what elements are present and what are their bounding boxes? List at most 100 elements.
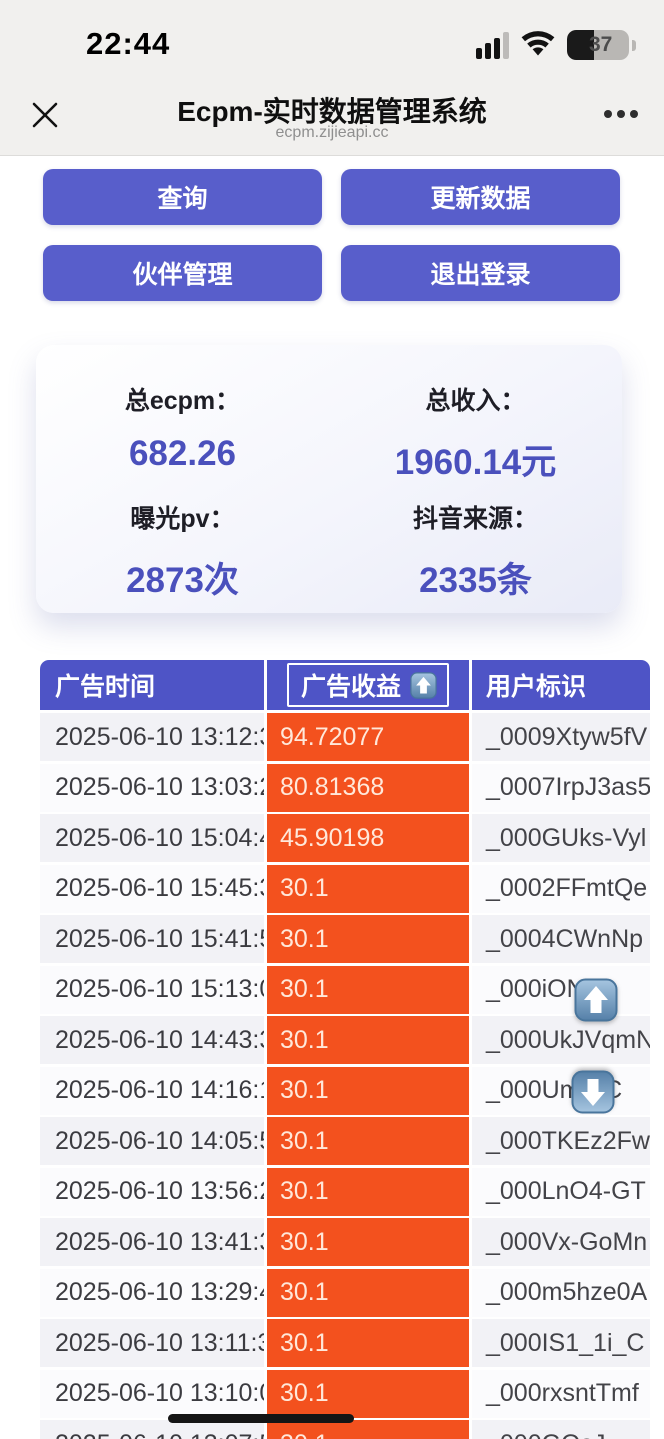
- table-row: 2025-06-10 13:10:03 30.1 _000rxsntTmf: [40, 1369, 650, 1418]
- column-header-ad-revenue: 广告收益: [267, 660, 469, 710]
- user-id-cell: _000UkJVqmN: [472, 1016, 650, 1064]
- ad-revenue-cell: 30.1: [267, 965, 469, 1014]
- stat-value: 2873次: [126, 561, 239, 600]
- ad-time-cell: 2025-06-10 13:41:35: [40, 1218, 264, 1266]
- stats-card: 总ecpm： 682.26 总收入： 1960.14元 曝光pv： 2873次 …: [36, 345, 622, 613]
- page-title: Ecpm-实时数据管理系统: [177, 96, 487, 127]
- table-row: 2025-06-10 15:45:30 30.1 _0002FFmtQe: [40, 864, 650, 913]
- stat-value: 2335条: [419, 561, 532, 600]
- stat-douyin-source: 抖音来源： 2335条: [329, 499, 622, 603]
- status-and-nav-bar: 22:44 37 Ecpm-实时数据管理系统 ecpm.zijieapi.cc: [0, 0, 664, 156]
- scroll-to-bottom-button[interactable]: [571, 1070, 615, 1114]
- table-row: 2025-06-10 13:56:21 30.1 _000LnO4-GT: [40, 1167, 650, 1216]
- refresh-data-button[interactable]: 更新数据: [341, 169, 620, 225]
- ad-time-cell: 2025-06-10 15:45:30: [40, 864, 264, 913]
- clock: 22:44: [86, 26, 171, 61]
- table-row: 2025-06-10 13:11:38 30.1 _000IS1_1i_C: [40, 1319, 650, 1367]
- user-id-cell: _0009Xtyw5fV: [472, 713, 650, 761]
- battery-percent: 37: [589, 33, 613, 56]
- ad-time-cell: 2025-06-10 15:13:04: [40, 965, 264, 1014]
- table-row: 2025-06-10 15:41:59 30.1 _0004CWnNp: [40, 915, 650, 963]
- partner-manage-button[interactable]: 伙伴管理: [43, 245, 322, 301]
- ad-time-cell: 2025-06-10 14:16:12: [40, 1066, 264, 1115]
- ad-time-cell: 2025-06-10 13:03:21: [40, 763, 264, 812]
- horizontal-scrollbar-thumb[interactable]: [168, 1414, 354, 1423]
- stat-label: 总收入：: [425, 387, 526, 415]
- ad-revenue-cell: 30.1: [267, 1066, 469, 1115]
- user-id-cell: _0004CWnNp: [472, 915, 650, 963]
- ad-revenue-cell: 45.90198: [267, 814, 469, 862]
- close-icon[interactable]: [30, 100, 60, 130]
- ad-time-cell: 2025-06-10 13:29:42: [40, 1268, 264, 1317]
- page-url: ecpm.zijieapi.cc: [275, 124, 389, 141]
- ad-time-cell: 2025-06-10 13:11:38: [40, 1319, 264, 1367]
- table-row: 2025-06-10 15:04:46 45.90198 _000GUks-Vy…: [40, 814, 650, 862]
- table-row: 2025-06-10 14:43:34 30.1 _000UkJVqmN: [40, 1016, 650, 1064]
- user-id-cell: _000GUks-Vyl: [472, 814, 650, 862]
- ad-revenue-cell: 30.1: [267, 1016, 469, 1064]
- table-row: 2025-06-10 15:13:04 30.1 _000iONC-: [40, 965, 650, 1014]
- battery-icon: 37: [567, 30, 629, 60]
- ad-revenue-cell: 30.1: [267, 1319, 469, 1367]
- table-row: 2025-06-10 13:41:35 30.1 _000Vx-GoMn: [40, 1218, 650, 1266]
- stat-label: 曝光pv：: [130, 505, 235, 533]
- ad-data-table: 广告时间 广告收益 用户标识 2025-06-10 13:12:37 94.72…: [40, 660, 650, 1439]
- user-id-cell: _000Vx-GoMn: [472, 1218, 650, 1266]
- ad-time-cell: 2025-06-10 13:12:37: [40, 713, 264, 761]
- stat-total-ecpm: 总ecpm： 682.26: [36, 381, 329, 485]
- user-id-cell: _000rxsntTmf: [472, 1369, 650, 1418]
- stat-value: 1960.14元: [394, 443, 557, 482]
- table-row: 2025-06-10 13:03:21 80.81368 _0007IrpJ3a…: [40, 763, 650, 812]
- ad-time-cell: 2025-06-10 14:05:52: [40, 1117, 264, 1165]
- status-icons: 37: [476, 30, 636, 60]
- ad-revenue-cell: 30.1: [267, 1167, 469, 1216]
- table-row: 2025-06-10 14:16:12 30.1 _000UmWC: [40, 1066, 650, 1115]
- user-id-cell: _000iONC-: [472, 965, 650, 1014]
- ad-revenue-cell: 30.1: [267, 1420, 469, 1439]
- ad-revenue-cell: 80.81368: [267, 763, 469, 812]
- user-id-cell: _000IS1_1i_C: [472, 1319, 650, 1367]
- column-header-user-id: 用户标识: [472, 660, 650, 710]
- query-button[interactable]: 查询: [43, 169, 322, 225]
- ad-revenue-cell: 30.1: [267, 1369, 469, 1418]
- stat-label: 抖音来源：: [412, 505, 538, 533]
- table-row: 2025-06-10 14:05:52 30.1 _000TKEz2Fw: [40, 1117, 650, 1165]
- ad-revenue-cell: 94.72077: [267, 713, 469, 761]
- stat-value: 682.26: [128, 434, 237, 473]
- ad-revenue-cell: 30.1: [267, 915, 469, 963]
- table-header: 广告时间 广告收益 用户标识: [40, 660, 650, 710]
- user-id-cell: _000TKEz2Fw: [472, 1117, 650, 1165]
- battery-cap: [632, 39, 636, 51]
- user-id-cell: _000UmWC: [472, 1066, 650, 1115]
- ad-revenue-cell: 30.1: [267, 864, 469, 913]
- ad-time-cell: 2025-06-10 15:41:59: [40, 915, 264, 963]
- logout-button[interactable]: 退出登录: [341, 245, 620, 301]
- stat-total-income: 总收入： 1960.14元: [329, 381, 622, 485]
- user-id-cell: _000GQsJ: [472, 1420, 650, 1439]
- more-menu-icon[interactable]: [604, 110, 638, 118]
- user-id-cell: _0002FFmtQe: [472, 864, 650, 913]
- table-row: 2025-06-10 13:29:42 30.1 _000m5hze0A: [40, 1268, 650, 1317]
- ad-revenue-cell: 30.1: [267, 1268, 469, 1317]
- table-row: 2025-06-10 13:12:37 94.72077 _0009Xtyw5f…: [40, 713, 650, 761]
- stat-exposure-pv: 曝光pv： 2873次: [36, 499, 329, 603]
- ad-time-cell: 2025-06-10 13:07:58: [40, 1420, 264, 1439]
- scroll-to-top-button[interactable]: [574, 978, 618, 1022]
- user-id-cell: _000LnO4-GT: [472, 1167, 650, 1216]
- stat-label: 总ecpm：: [124, 387, 241, 415]
- user-id-cell: _0007IrpJ3as5: [472, 763, 650, 812]
- ad-time-cell: 2025-06-10 13:56:21: [40, 1167, 264, 1216]
- ad-time-cell: 2025-06-10 13:10:03: [40, 1369, 264, 1418]
- action-buttons: 查询 更新数据 伙伴管理 退出登录: [43, 169, 620, 301]
- sort-revenue-control[interactable]: 广告收益: [286, 663, 449, 707]
- ad-time-cell: 2025-06-10 15:04:46: [40, 814, 264, 862]
- ad-time-cell: 2025-06-10 14:43:34: [40, 1016, 264, 1064]
- column-header-ad-time: 广告时间: [40, 660, 264, 710]
- table-row: 2025-06-10 13:07:58 30.1 _000GQsJ: [40, 1420, 650, 1439]
- cellular-signal-icon: [476, 31, 509, 59]
- browser-navbar: Ecpm-实时数据管理系统 ecpm.zijieapi.cc: [0, 88, 664, 154]
- column-header-label: 广告收益: [300, 673, 401, 701]
- ad-revenue-cell: 30.1: [267, 1117, 469, 1165]
- user-id-cell: _000m5hze0A: [472, 1268, 650, 1317]
